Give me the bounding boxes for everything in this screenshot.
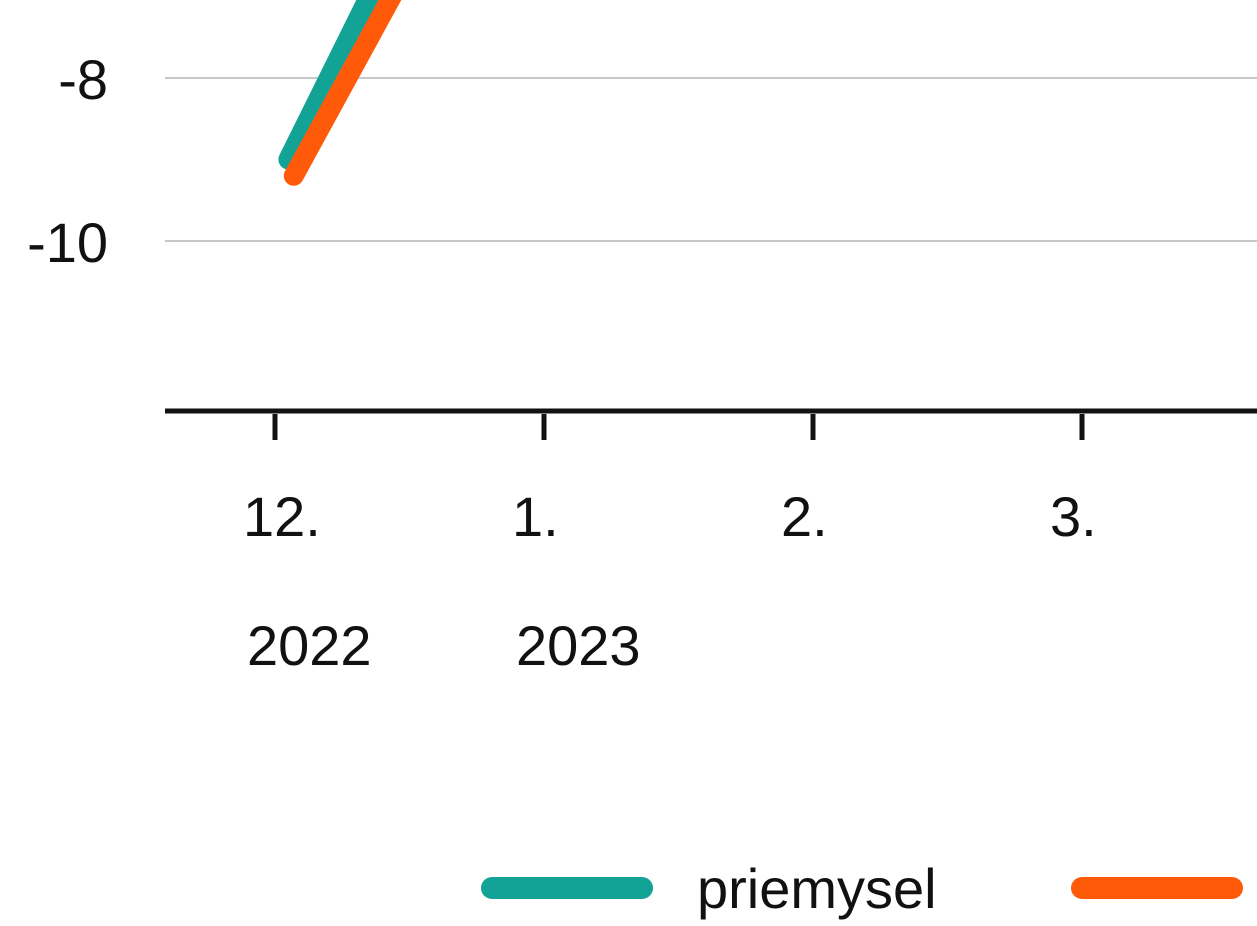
x-year-label: 2023 xyxy=(516,614,641,677)
x-year-label: 2022 xyxy=(247,614,372,677)
legend-label: priemysel xyxy=(697,857,937,920)
x-tick-label: 12. xyxy=(243,485,321,548)
series-line-priemysel xyxy=(278,0,379,170)
series-layer xyxy=(278,0,402,186)
y-tick-label: -8 xyxy=(58,48,108,111)
y-axis-ticks: -8 -10 xyxy=(27,48,108,274)
x-tick-label: 3. xyxy=(1050,485,1097,548)
series-line-series-2 xyxy=(283,0,402,186)
x-tick-label: 1. xyxy=(512,485,559,548)
x-tick-label: 2. xyxy=(781,485,828,548)
y-tick-label: -10 xyxy=(27,211,108,274)
legend: priemysel xyxy=(481,857,1243,920)
x-axis-ticks: 12. 2022 1. 2023 2. 3. xyxy=(243,414,1097,677)
